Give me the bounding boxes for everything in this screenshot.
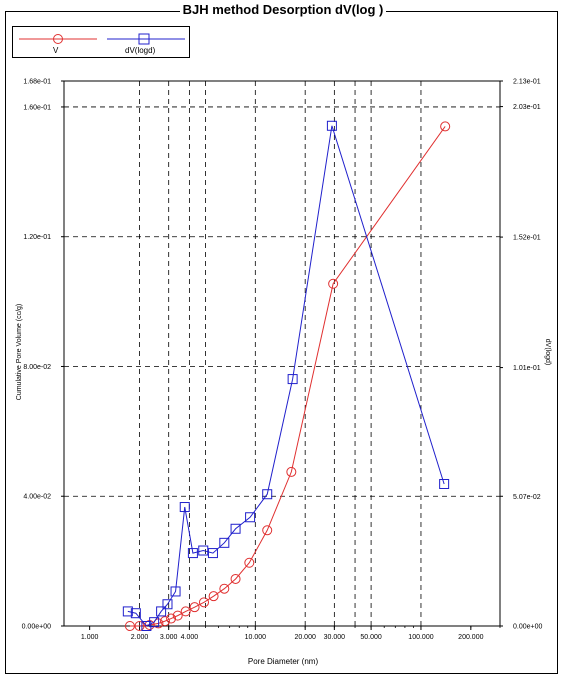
data-point-dv [149, 617, 160, 628]
data-point-dv [287, 374, 298, 385]
x-axis-label: Pore Diameter (nm) [248, 657, 319, 666]
data-point-v [440, 121, 451, 132]
data-point-v [189, 602, 200, 613]
data-point-dv [439, 478, 450, 489]
data-point-dv [198, 545, 209, 556]
data-point-v [160, 616, 171, 627]
data-point-dv [156, 606, 167, 617]
x-tick-label: 2.000 [131, 634, 149, 641]
data-point-dv [141, 621, 152, 631]
data-point-v [124, 621, 135, 631]
data-point-v [262, 525, 273, 536]
chart-title: BJH method Desorption dV(log ) [0, 2, 566, 17]
y2-tick-label: 1.52e-01 [513, 235, 541, 242]
x-tick-label: 30.000 [324, 634, 346, 641]
data-point-v [286, 466, 297, 477]
data-point-v [328, 278, 339, 289]
data-point-v [172, 610, 183, 621]
y-axis-label: Cumulative Pore Volume (cc/g) [16, 304, 23, 400]
y2-tick-label: 1.01e-01 [513, 365, 541, 372]
x-tick-label: 100.000 [408, 634, 433, 641]
data-point-v [208, 591, 219, 602]
y-tick-label: 4.00e-02 [23, 494, 51, 501]
y2-tick-label: 2.13e-01 [513, 79, 541, 86]
x-tick-label: 20.000 [294, 634, 316, 641]
data-point-dv [230, 523, 241, 534]
x-tick-label: 1.000 [81, 634, 99, 641]
legend-label-v: V [53, 46, 59, 55]
y2-axis-label: dV(logd) [544, 339, 551, 365]
data-point-dv [179, 502, 190, 513]
x-tick-label: 10.000 [245, 634, 267, 641]
series-line-v [129, 126, 446, 627]
y-tick-label: 8.00e-02 [23, 364, 51, 371]
data-point-dv [187, 548, 198, 559]
data-point-v [219, 583, 230, 594]
y2-tick-label: 5.07e-02 [513, 494, 541, 501]
data-point-dv [262, 489, 273, 500]
data-point-dv [207, 548, 218, 559]
data-point-dv [130, 608, 141, 619]
y-tick-label: 0.00e+00 [22, 624, 51, 631]
data-point-v [230, 573, 241, 584]
y2-tick-label: 0.00e+00 [513, 624, 542, 631]
x-tick-label: 3.000 [160, 634, 178, 641]
data-point-dv [219, 537, 230, 548]
legend-marker-v [53, 34, 63, 44]
data-point-v [244, 557, 255, 568]
data-point-dv [122, 606, 133, 617]
legend-label-dv: dV(logd) [125, 46, 156, 55]
data-point-v [166, 613, 177, 624]
y-tick-label: 1.60e-01 [23, 104, 51, 111]
x-tick-label: 50.000 [360, 634, 382, 641]
data-point-v [198, 597, 209, 608]
legend: V dV(logd) [12, 26, 190, 58]
plot-area-border [63, 80, 501, 627]
data-point-dv [162, 599, 173, 610]
data-point-v [180, 606, 191, 617]
y-tick-label: 1.68e-01 [23, 79, 51, 86]
data-point-dv [245, 512, 256, 523]
data-point-v [134, 621, 145, 631]
y-tick-label: 1.20e-01 [23, 234, 51, 241]
data-point-dv [170, 586, 181, 597]
series-line-dv [127, 125, 445, 627]
legend-marker-dv [138, 33, 150, 45]
y2-tick-label: 2.03e-01 [513, 104, 541, 111]
data-point-dv [326, 120, 337, 131]
x-tick-label: 4.000 [181, 634, 199, 641]
x-tick-label: 200.000 [458, 634, 483, 641]
